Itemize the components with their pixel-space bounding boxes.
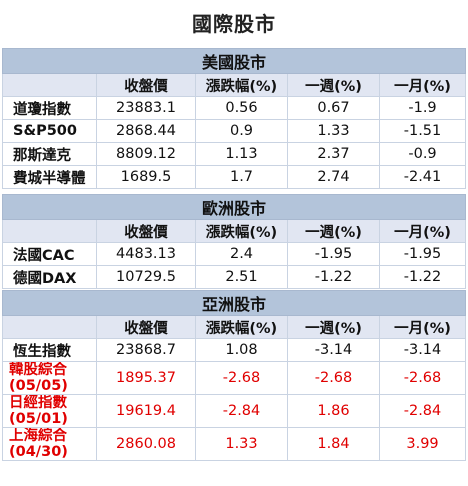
month-value: -0.9: [378, 142, 467, 166]
month-value: -1.9: [378, 96, 467, 120]
header-month: 一月(%): [378, 73, 467, 97]
header-change: 漲跌幅(%): [195, 73, 288, 97]
section-title-us: 美國股市: [1, 48, 467, 74]
table-row: 日經指數 (05/01) 19619.4 -2.84 1.86 -2.84: [2, 394, 467, 428]
week-value: -3.14: [287, 338, 380, 362]
change-value: 1.33: [195, 427, 288, 461]
index-name: 費城半導體: [2, 165, 97, 189]
change-value: 0.9: [195, 119, 288, 143]
header-month: 一月(%): [378, 219, 467, 243]
header-close: 收盤價: [96, 315, 196, 339]
week-value: 1.33: [287, 119, 380, 143]
section-title-europe: 歐洲股市: [1, 194, 467, 220]
index-date: (04/30): [9, 444, 68, 460]
index-label: 韓股綜合: [9, 362, 67, 379]
month-value: -2.84: [378, 394, 467, 428]
week-value: 2.74: [287, 165, 380, 189]
index-label: 上海綜合: [9, 428, 67, 445]
change-value: 2.51: [195, 265, 288, 289]
close-value: 23883.1: [96, 96, 196, 120]
table-row: 德國DAX 10729.5 2.51 -1.22 -1.22: [2, 265, 467, 289]
index-name: 道瓊指數: [2, 96, 97, 120]
close-value: 2860.08: [96, 427, 196, 461]
us-market-table: 美國股市 收盤價 漲跌幅(%) 一週(%) 一月(%) 道瓊指數 23883.1…: [1, 48, 467, 189]
index-date: (05/05): [9, 378, 68, 394]
header-blank: [2, 73, 97, 97]
change-value: 2.4: [195, 242, 288, 266]
page-title: 國際股市: [192, 12, 276, 36]
change-value: 1.08: [195, 338, 288, 362]
close-value: 23868.7: [96, 338, 196, 362]
month-value: -2.68: [378, 361, 467, 395]
index-name: 那斯達克: [2, 142, 97, 166]
close-value: 1689.5: [96, 165, 196, 189]
week-value: 0.67: [287, 96, 380, 120]
index-name: 法國CAC: [2, 242, 97, 266]
month-value: 3.99: [378, 427, 467, 461]
week-value: -1.22: [287, 265, 380, 289]
section-title-asia: 亞洲股市: [1, 290, 467, 316]
change-value: 1.13: [195, 142, 288, 166]
month-value: -1.95: [378, 242, 467, 266]
week-value: 1.84: [287, 427, 380, 461]
header-month: 一月(%): [378, 315, 467, 339]
close-value: 8809.12: [96, 142, 196, 166]
change-value: 0.56: [195, 96, 288, 120]
close-value: 10729.5: [96, 265, 196, 289]
week-value: 2.37: [287, 142, 380, 166]
header-change: 漲跌幅(%): [195, 315, 288, 339]
week-value: 1.86: [287, 394, 380, 428]
close-value: 4483.13: [96, 242, 196, 266]
index-name: 德國DAX: [2, 265, 97, 289]
header-week: 一週(%): [287, 315, 380, 339]
week-value: -1.95: [287, 242, 380, 266]
table-row: 法國CAC 4483.13 2.4 -1.95 -1.95: [2, 242, 467, 266]
header-blank: [2, 315, 97, 339]
table-row: 費城半導體 1689.5 1.7 2.74 -2.41: [2, 165, 467, 189]
week-value: -2.68: [287, 361, 380, 395]
change-value: -2.84: [195, 394, 288, 428]
change-value: 1.7: [195, 165, 288, 189]
europe-market-table: 歐洲股市 收盤價 漲跌幅(%) 一週(%) 一月(%) 法國CAC 4483.1…: [1, 194, 467, 289]
index-date: (05/01): [9, 411, 68, 427]
asia-market-table: 亞洲股市 收盤價 漲跌幅(%) 一週(%) 一月(%) 恆生指數 23868.7…: [1, 290, 467, 461]
close-value: 2868.44: [96, 119, 196, 143]
index-name: 恆生指數: [2, 338, 97, 362]
header-close: 收盤價: [96, 219, 196, 243]
close-value: 19619.4: [96, 394, 196, 428]
close-value: 1895.37: [96, 361, 196, 395]
index-name: 上海綜合 (04/30): [2, 427, 97, 461]
header-week: 一週(%): [287, 73, 380, 97]
table-row: 那斯達克 8809.12 1.13 2.37 -0.9: [2, 142, 467, 166]
header-week: 一週(%): [287, 219, 380, 243]
table-row: 上海綜合 (04/30) 2860.08 1.33 1.84 3.99: [2, 427, 467, 461]
table-row: 恆生指數 23868.7 1.08 -3.14 -3.14: [2, 338, 467, 362]
index-name: S&P500: [2, 119, 97, 143]
month-value: -1.51: [378, 119, 467, 143]
table-row: 道瓊指數 23883.1 0.56 0.67 -1.9: [2, 96, 467, 120]
month-value: -2.41: [378, 165, 467, 189]
index-name: 韓股綜合 (05/05): [2, 361, 97, 395]
index-name: 日經指數 (05/01): [2, 394, 97, 428]
month-value: -1.22: [378, 265, 467, 289]
table-row: S&P500 2868.44 0.9 1.33 -1.51: [2, 119, 467, 143]
header-blank: [2, 219, 97, 243]
change-value: -2.68: [195, 361, 288, 395]
month-value: -3.14: [378, 338, 467, 362]
index-label: 日經指數: [9, 395, 67, 412]
header-close: 收盤價: [96, 73, 196, 97]
table-row: 韓股綜合 (05/05) 1895.37 -2.68 -2.68 -2.68: [2, 361, 467, 395]
header-change: 漲跌幅(%): [195, 219, 288, 243]
